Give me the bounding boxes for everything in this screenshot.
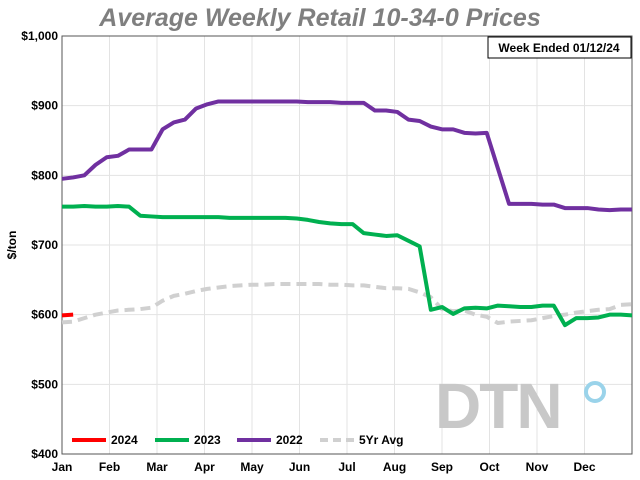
- annotation-text: Week Ended 01/12/24: [498, 41, 620, 55]
- series-line-2024: [61, 312, 74, 318]
- y-axis-label: $/ton: [5, 231, 19, 260]
- x-tick-label: Feb: [99, 460, 120, 474]
- x-tick-label: Mar: [146, 460, 168, 474]
- plot-frame: [61, 35, 633, 455]
- dtn-logo-circle: [584, 381, 606, 403]
- x-tick-label: Aug: [383, 460, 406, 474]
- x-tick-label: Nov: [526, 460, 549, 474]
- y-tick-label: $700: [31, 238, 58, 252]
- y-tick-label: $500: [31, 377, 58, 391]
- x-tick-label: Jun: [289, 460, 310, 474]
- series-line-2022: [61, 99, 632, 213]
- annotation-box: [487, 36, 632, 59]
- x-tick-label: Jan: [52, 460, 73, 474]
- x-tick-label: Jul: [338, 460, 355, 474]
- chart-title: Average Weekly Retail 10-34-0 Prices: [99, 4, 541, 32]
- legend-label: 5Yr Avg: [359, 433, 403, 447]
- dtn-watermark-logo: DTN: [435, 370, 561, 442]
- legend-label: 2024: [111, 433, 138, 447]
- x-tick-label: May: [240, 460, 264, 474]
- y-tick-label: $800: [31, 168, 58, 182]
- y-tick-label: $900: [31, 99, 58, 113]
- x-tick-label: Sep: [431, 460, 453, 474]
- legend-label: 2023: [194, 433, 221, 447]
- y-tick-label: $1,000: [21, 29, 58, 43]
- legend-label: 2022: [276, 433, 303, 447]
- x-tick-label: Oct: [479, 460, 499, 474]
- x-tick-label: Apr: [194, 460, 215, 474]
- x-tick-label: Dec: [573, 460, 595, 474]
- y-tick-label: $400: [31, 447, 58, 461]
- y-tick-label: $600: [31, 308, 58, 322]
- series-line-2023: [62, 203, 633, 328]
- series-line-5yr-avg: [61, 282, 633, 326]
